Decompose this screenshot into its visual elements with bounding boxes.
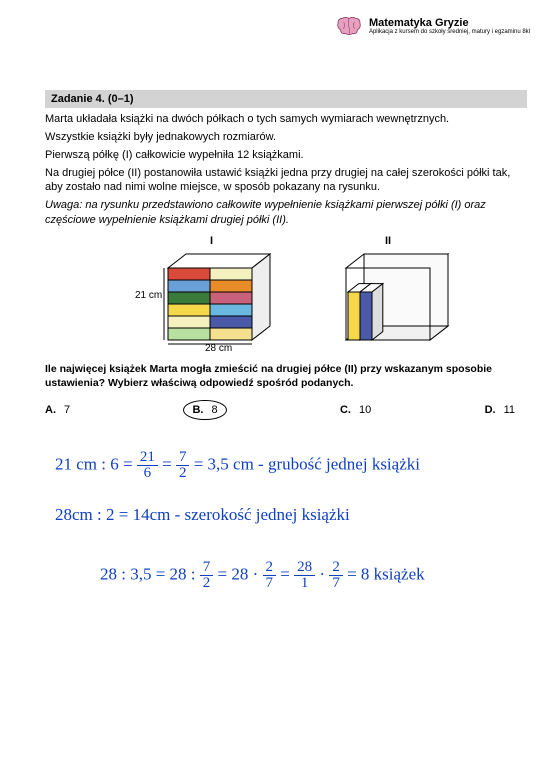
handwriting-line-1: 21 cm : 6 = 216 = 72 = 3,5 cm - grubość …: [55, 450, 420, 481]
task-content: Marta układała książki na dwóch półkach …: [45, 112, 515, 231]
dim-vertical: 21 cm: [135, 290, 162, 301]
shelf-1: [160, 250, 280, 345]
handwriting-line-2: 28cm : 2 = 14cm - szerokość jednej książ…: [55, 505, 350, 525]
answer-c: C.10: [340, 404, 371, 416]
task-header: Zadanie 4. (0–1): [45, 90, 527, 108]
handwriting-line-3: 28 : 3,5 = 28 : 72 = 28 · 27 = 281 · 27 …: [100, 560, 425, 591]
brain-icon: [335, 15, 363, 37]
task-p3: Pierwszą półkę (I) całkowicie wypełniła …: [45, 148, 515, 163]
brand-title: Matematyka Gryzie: [369, 17, 530, 29]
answers-row: A.7 B.8 C.10 D.11: [45, 400, 515, 420]
task-p2: Wszystkie książki były jednakowych rozmi…: [45, 130, 515, 145]
task-p1: Marta układała książki na dwóch półkach …: [45, 112, 515, 127]
brand-header: Matematyka Gryzie Aplikacja z kursem do …: [335, 15, 530, 37]
question-text: Ile najwięcej książek Marta mogła zmieśc…: [45, 362, 515, 390]
brand-sub: Aplikacja z kursem do szkoły średniej, m…: [369, 29, 530, 36]
figure: I II 21 cm 28 cm: [130, 240, 460, 355]
shelf-2: [340, 250, 450, 345]
answer-a: A.7: [45, 404, 70, 416]
answer-b-circled: B.8: [183, 400, 226, 420]
task-note: Uwaga: na rysunku przedstawiono całkowit…: [45, 198, 515, 228]
answer-d: D.11: [485, 404, 515, 416]
task-p4: Na drugiej półce (II) postanowiła ustawi…: [45, 166, 515, 196]
roman-1: I: [210, 235, 213, 247]
roman-2: II: [385, 235, 391, 247]
